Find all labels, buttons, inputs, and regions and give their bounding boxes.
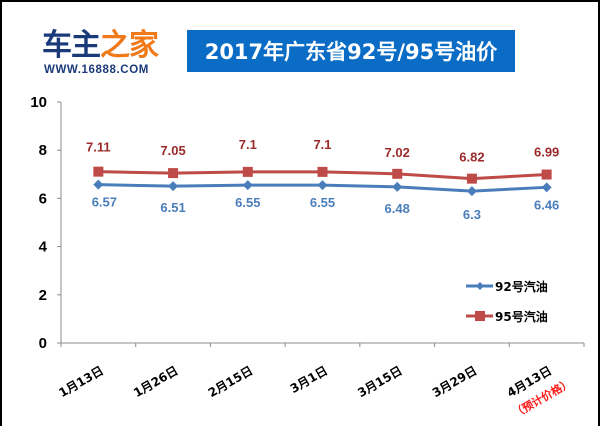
series-layer: 7.11 7.05 7.1 7.1 7.02 6.82 6.99 6.57 6.51 6.55 6.… [86, 137, 559, 222]
marker-square [317, 166, 328, 177]
legend-label: 95号汽油 [495, 309, 548, 324]
marker-diamond [317, 180, 328, 191]
logo-url: WWW.16888.COM [44, 64, 149, 76]
y-tick-label: 4 [39, 239, 48, 256]
marker-diamond [168, 181, 179, 192]
marker-diamond [242, 180, 253, 191]
y-tick-label: 2 [39, 287, 47, 304]
x-tick-label: 1月26日 [131, 363, 180, 400]
x-tick-label: 3月1日 [288, 363, 330, 395]
marker-diamond [466, 186, 477, 197]
marker-square [242, 166, 253, 177]
data-label-92: 6.3 [463, 207, 481, 222]
data-label-95: 7.11 [86, 140, 111, 155]
data-label-92: 6.51 [160, 200, 185, 215]
marker-square [392, 168, 403, 179]
y-tick-label: 6 [39, 190, 47, 207]
x-tick-label: 1月13日 [56, 363, 105, 400]
marker-diamond [541, 182, 552, 193]
marker-square [541, 169, 552, 180]
marker-square [93, 166, 104, 177]
legend-label: 92号汽油 [495, 279, 548, 294]
data-label-95: 7.05 [160, 143, 185, 158]
marker-square [168, 168, 179, 179]
data-label-92: 6.55 [235, 195, 260, 210]
data-label-92: 6.46 [534, 197, 559, 212]
data-label-95: 7.02 [385, 145, 410, 160]
data-label-95: 6.82 [459, 150, 484, 165]
marker-diamond [392, 181, 403, 192]
x-tick-label: 3月29日 [430, 363, 479, 400]
legend-marker-diamond [476, 282, 484, 290]
y-tick-label: 10 [30, 94, 47, 111]
data-label-95: 6.99 [534, 145, 559, 160]
logo: 车主之家 WWW.16888.COM [42, 28, 178, 78]
logo-text: 车主之家 [42, 28, 159, 63]
data-label-95: 7.1 [239, 137, 257, 152]
legend-marker-square [475, 311, 485, 321]
marker-square [466, 173, 477, 184]
data-label-92: 6.48 [385, 201, 410, 216]
data-label-92: 6.55 [310, 195, 335, 210]
data-label-92: 6.57 [92, 195, 117, 210]
chart-title: 2017年广东省92号/95号油价 [187, 30, 515, 72]
x-tick-label: 2月15日 [206, 363, 255, 400]
legend: 92号汽油 95号汽油 [466, 279, 548, 324]
data-label-95: 7.1 [313, 137, 331, 152]
marker-diamond [93, 179, 104, 190]
y-tick-label: 0 [39, 335, 47, 352]
y-tick-label: 8 [39, 142, 47, 159]
x-tick-label: 3月15日 [355, 363, 404, 400]
